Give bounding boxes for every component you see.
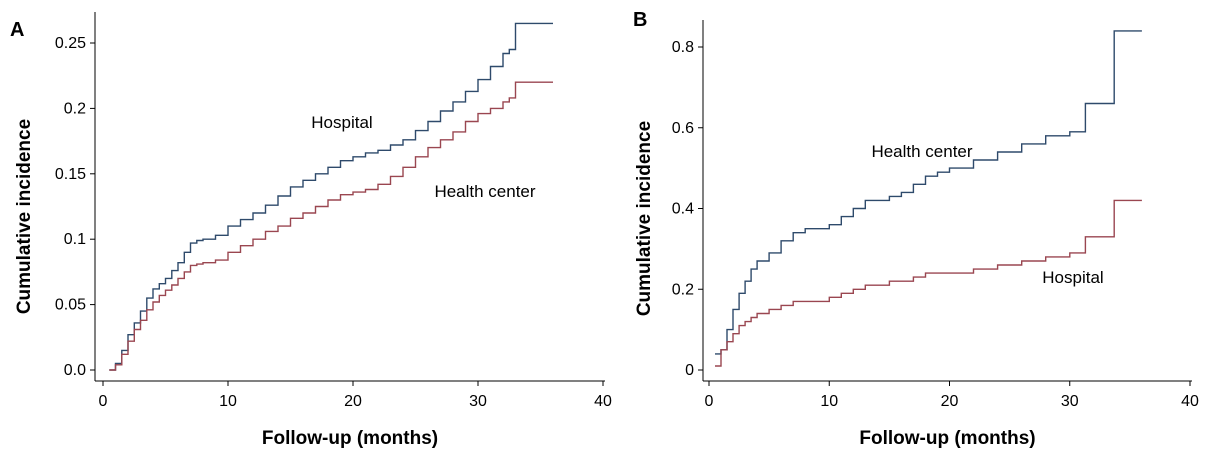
y-tick-label: 0.2 — [64, 100, 86, 117]
panel-letter: A — [10, 19, 24, 41]
y-tick-label: 0.1 — [64, 231, 86, 248]
series-line-upper — [109, 22, 553, 371]
y-tick-label: 0.15 — [55, 166, 86, 183]
series-label: Hospital — [311, 113, 372, 132]
x-tick-label: 30 — [1061, 393, 1079, 410]
x-tick-label: 30 — [469, 393, 487, 410]
x-tick-label: 10 — [820, 393, 838, 410]
y-tick-label: 0.6 — [672, 120, 694, 137]
panel-b: B 0 0.2 0.4 0.6 0.8 0 10 20 30 40 Follow-up (months… — [633, 9, 1199, 449]
panel-letter: B — [633, 9, 647, 31]
y-tick-label: 0.4 — [672, 201, 694, 218]
series-label: Hospital — [1042, 268, 1103, 287]
series-line-lower — [109, 81, 553, 371]
y-tick-label: 0.2 — [672, 281, 694, 298]
x-tick-label: 20 — [941, 393, 959, 410]
y-tick-label: 0.05 — [55, 297, 86, 314]
y-tick-label: 0.25 — [55, 35, 86, 52]
series-line-lower — [715, 199, 1142, 367]
y-axis-title: Cumulative incidence — [634, 121, 655, 316]
x-tick-label: 0 — [99, 393, 108, 410]
y-tick-label: 0.8 — [672, 39, 694, 56]
panel-a: A 0.0 0.05 0.1 0.15 0.2 0.25 0 10 20 30 40 Follow-up… — [10, 12, 612, 449]
x-tick-label: 20 — [344, 393, 362, 410]
x-axis-title: Follow-up (months) — [262, 428, 438, 449]
y-tick-label: 0 — [685, 362, 694, 379]
x-tick-label: 40 — [1181, 393, 1199, 410]
y-tick-label: 0.0 — [64, 362, 86, 379]
y-axis-title: Cumulative incidence — [14, 119, 35, 314]
x-axis-title: Follow-up (months) — [859, 428, 1035, 449]
x-tick-label: 10 — [219, 393, 237, 410]
series-label: Health center — [871, 142, 972, 161]
x-tick-label: 0 — [705, 393, 714, 410]
x-tick-label: 40 — [594, 393, 612, 410]
series-label: Health center — [434, 182, 535, 201]
series-line-upper — [715, 30, 1142, 355]
